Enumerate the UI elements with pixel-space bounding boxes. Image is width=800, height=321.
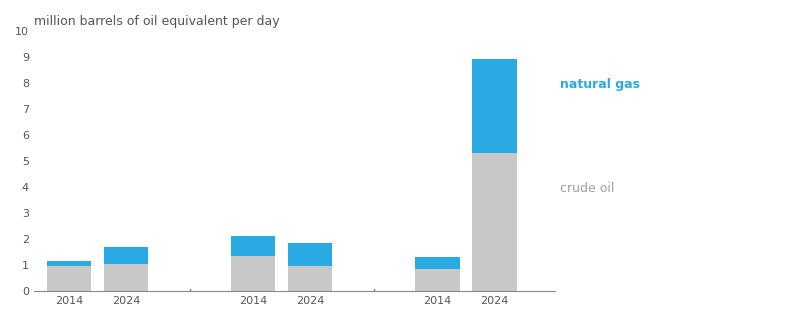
Bar (288, 266, 333, 291)
Bar (288, 243, 333, 266)
Bar (231, 256, 275, 291)
Text: natural gas: natural gas (560, 78, 640, 91)
Bar (415, 269, 459, 291)
Bar (415, 257, 459, 269)
Bar (46, 266, 91, 291)
Bar (231, 236, 275, 256)
Text: crude oil: crude oil (560, 182, 614, 195)
Bar (104, 264, 148, 291)
Bar (472, 59, 517, 153)
Bar (104, 247, 148, 264)
Text: million barrels of oil equivalent per day: million barrels of oil equivalent per da… (34, 15, 279, 28)
Bar (472, 153, 517, 291)
Bar (46, 261, 91, 266)
